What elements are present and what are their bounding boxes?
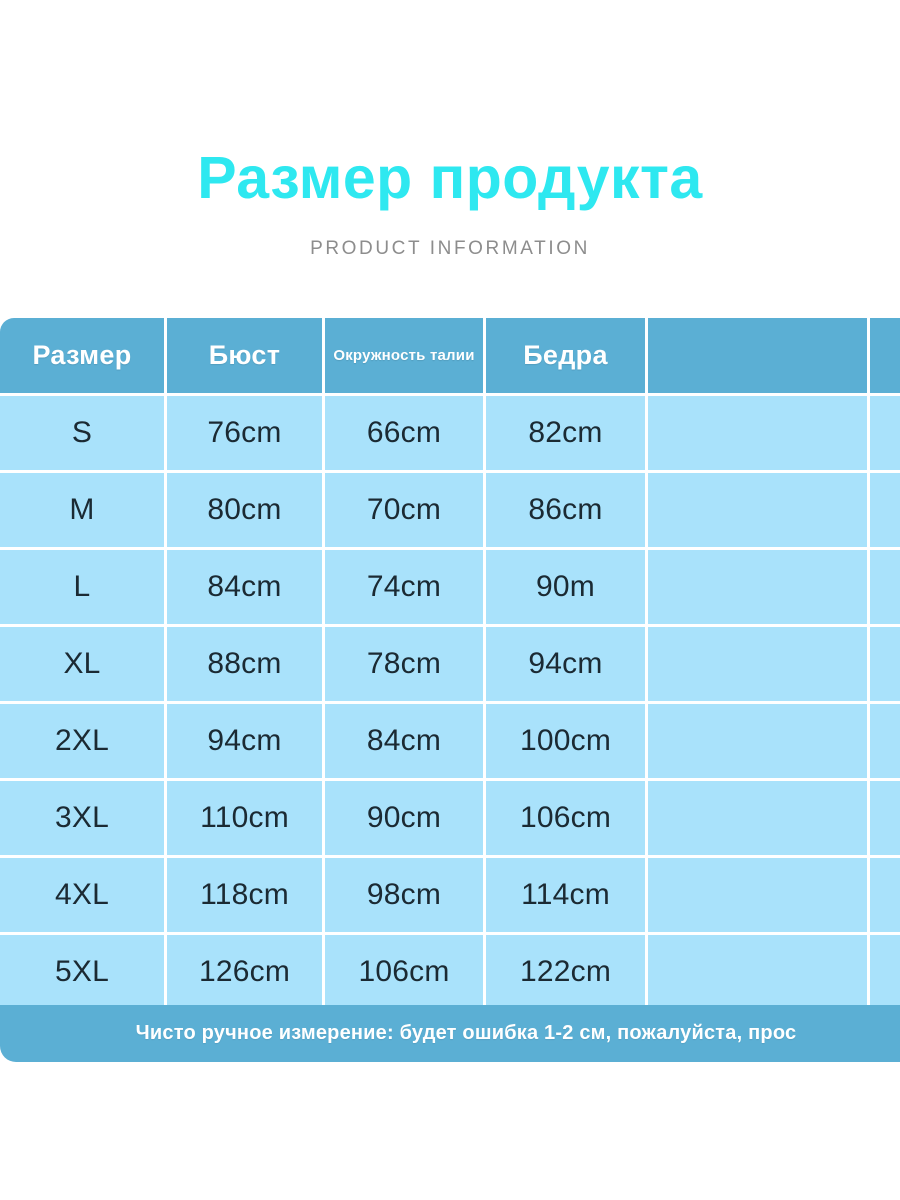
cell-bust: 94cm <box>167 704 325 781</box>
cell-bust: 88cm <box>167 627 325 704</box>
cell-empty-2 <box>870 704 900 781</box>
cell-bust: 76cm <box>167 396 325 473</box>
cell-hips: 106cm <box>486 781 648 858</box>
cell-bust: 126cm <box>167 935 325 1009</box>
measurement-disclaimer: Чисто ручное измерение: будет ошибка 1-2… <box>0 1005 900 1062</box>
cell-empty-1 <box>648 550 870 627</box>
table-body: S 76cm 66cm 82cm M 80cm 70cm 86cm L <box>0 396 900 1009</box>
cell-hips: 86cm <box>486 473 648 550</box>
cell-hips: 122cm <box>486 935 648 1009</box>
table-header: Размер Бюст Окружность талии Бедра <box>0 318 900 396</box>
table-row: M 80cm 70cm 86cm <box>0 473 900 550</box>
cell-empty-2 <box>870 781 900 858</box>
cell-size: L <box>0 550 167 627</box>
column-header-empty-1 <box>648 318 870 396</box>
cell-waist: 84cm <box>325 704 486 781</box>
cell-empty-2 <box>870 627 900 704</box>
cell-hips: 114cm <box>486 858 648 935</box>
column-header-hips: Бедра <box>486 318 648 396</box>
cell-bust: 84cm <box>167 550 325 627</box>
cell-empty-1 <box>648 627 870 704</box>
table-row: 5XL 126cm 106cm 122cm <box>0 935 900 1009</box>
cell-empty-1 <box>648 858 870 935</box>
cell-bust: 110cm <box>167 781 325 858</box>
cell-hips: 100cm <box>486 704 648 781</box>
page-title: Размер продукта <box>197 145 703 211</box>
cell-empty-1 <box>648 935 870 1009</box>
cell-hips: 94cm <box>486 627 648 704</box>
cell-empty-2 <box>870 550 900 627</box>
cell-empty-2 <box>870 396 900 473</box>
cell-size: M <box>0 473 167 550</box>
table-row: S 76cm 66cm 82cm <box>0 396 900 473</box>
cell-empty-1 <box>648 781 870 858</box>
cell-bust: 118cm <box>167 858 325 935</box>
cell-empty-2 <box>870 858 900 935</box>
cell-empty-2 <box>870 935 900 1009</box>
measurement-disclaimer-text: Чисто ручное измерение: будет ошибка 1-2… <box>135 1022 797 1044</box>
size-chart-container: Размер Бюст Окружность талии Бедра S 76c… <box>0 318 900 1009</box>
cell-size: 2XL <box>0 704 167 781</box>
heading-block: Размер продукта PRODUCT INFORMATION <box>0 145 900 260</box>
column-header-waist: Окружность талии <box>325 318 486 396</box>
cell-waist: 66cm <box>325 396 486 473</box>
table-row: XL 88cm 78cm 94cm <box>0 627 900 704</box>
cell-hips: 90m <box>486 550 648 627</box>
column-header-empty-2 <box>870 318 900 396</box>
column-header-size: Размер <box>0 318 167 396</box>
cell-waist: 98cm <box>325 858 486 935</box>
cell-waist: 70cm <box>325 473 486 550</box>
table-row: L 84cm 74cm 90m <box>0 550 900 627</box>
cell-bust: 80cm <box>167 473 325 550</box>
cell-empty-2 <box>870 473 900 550</box>
cell-empty-1 <box>648 396 870 473</box>
cell-size: 4XL <box>0 858 167 935</box>
table-row: 4XL 118cm 98cm 114cm <box>0 858 900 935</box>
cell-size: 5XL <box>0 935 167 1009</box>
cell-empty-1 <box>648 704 870 781</box>
cell-waist: 90cm <box>325 781 486 858</box>
cell-empty-1 <box>648 473 870 550</box>
column-header-bust: Бюст <box>167 318 325 396</box>
table-row: 3XL 110cm 90cm 106cm <box>0 781 900 858</box>
page-subtitle: PRODUCT INFORMATION <box>310 237 590 259</box>
cell-hips: 82cm <box>486 396 648 473</box>
cell-waist: 78cm <box>325 627 486 704</box>
cell-size: 3XL <box>0 781 167 858</box>
cell-size: XL <box>0 627 167 704</box>
cell-waist: 74cm <box>325 550 486 627</box>
cell-size: S <box>0 396 167 473</box>
cell-waist: 106cm <box>325 935 486 1009</box>
table-header-row: Размер Бюст Окружность талии Бедра <box>0 318 900 396</box>
size-chart-table: Размер Бюст Окружность талии Бедра S 76c… <box>0 318 900 1009</box>
table-row: 2XL 94cm 84cm 100cm <box>0 704 900 781</box>
